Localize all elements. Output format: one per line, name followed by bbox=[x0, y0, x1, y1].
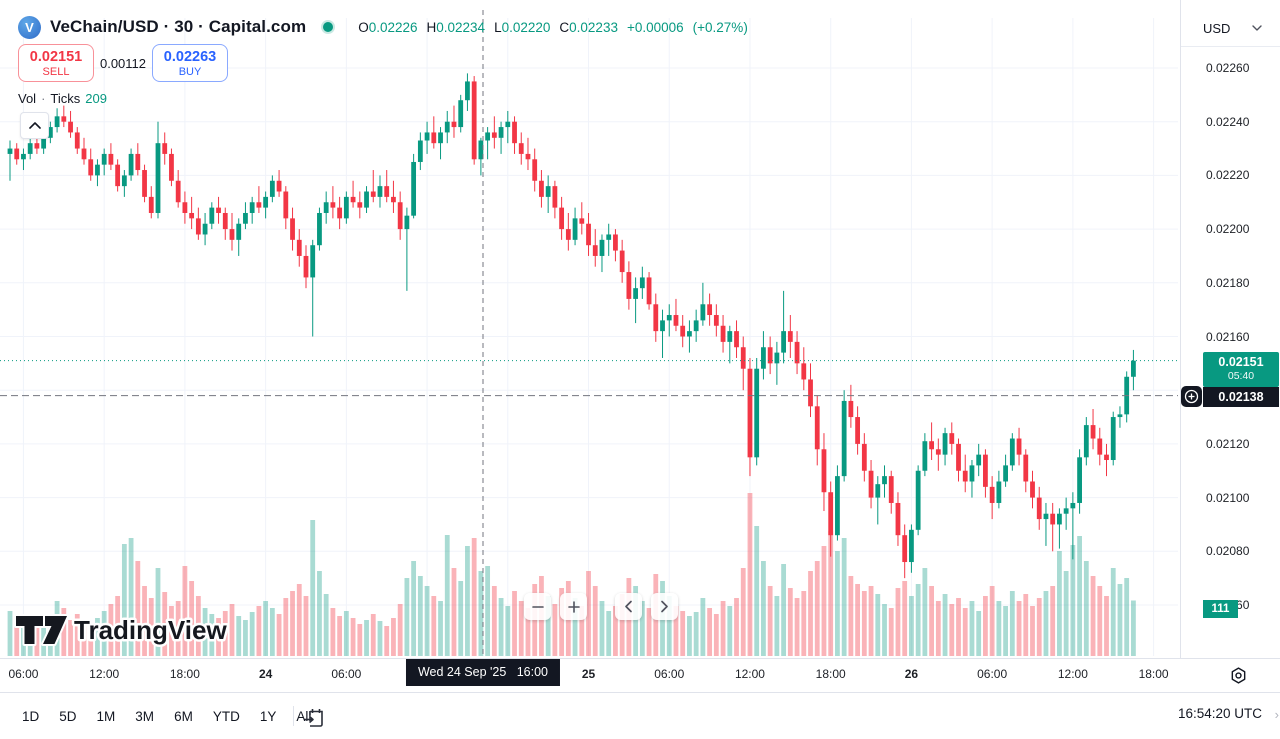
close-label: C bbox=[559, 19, 570, 35]
time-tick-label: 06:00 bbox=[977, 667, 1008, 681]
goto-date-button[interactable] bbox=[300, 703, 327, 730]
range-button-1d[interactable]: 1D bbox=[22, 708, 40, 724]
time-tick-label: 06:00 bbox=[331, 667, 362, 681]
buy-price: 0.02263 bbox=[163, 49, 217, 65]
market-status-icon[interactable] bbox=[323, 22, 334, 32]
time-tick-label: 12:00 bbox=[734, 667, 765, 681]
bar-countdown: 05:40 bbox=[1227, 370, 1255, 382]
plus-icon bbox=[567, 600, 580, 613]
ticks-value: 209 bbox=[85, 91, 107, 106]
current-price-value: 0.02151 bbox=[1218, 355, 1264, 369]
price-tick-label: 0.02180 bbox=[1206, 275, 1250, 290]
volume-legend[interactable]: Vol · Ticks 209 bbox=[18, 91, 107, 106]
buy-label: BUY bbox=[178, 66, 202, 78]
price-tick-label: 0.02220 bbox=[1206, 168, 1250, 183]
range-button-3m[interactable]: 3M bbox=[135, 708, 155, 724]
time-tick-label: 18:00 bbox=[169, 667, 200, 681]
ohlc-readout: O 0.02226 H 0.02234 L 0.02220 C 0.02233 +0.0… bbox=[349, 20, 748, 35]
price-tick-label: 0.02120 bbox=[1206, 436, 1250, 451]
chevron-left-icon bbox=[625, 600, 632, 613]
toolbar-divider bbox=[293, 706, 294, 726]
crosshair-time-label: Wed 24 Sep '25 16:00 bbox=[405, 659, 561, 686]
gear-icon bbox=[1231, 666, 1245, 684]
range-button-6m[interactable]: 6M bbox=[174, 708, 193, 724]
bottom-toolbar: 1D 5D 1M 3M 6M YTD 1Y All 16:54:20 UTC › bbox=[0, 692, 1280, 738]
change-percent: (+0.27%) bbox=[692, 19, 748, 35]
goto-date-icon bbox=[304, 708, 323, 727]
open-value: 0.02226 bbox=[368, 19, 418, 35]
legend-separator: · bbox=[41, 91, 46, 106]
scroll-left-button[interactable] bbox=[615, 593, 642, 620]
chevron-right-icon bbox=[661, 600, 668, 613]
price-tick-label: 0.02100 bbox=[1206, 490, 1250, 505]
low-value: 0.02220 bbox=[501, 19, 551, 35]
price-tick-label: 0.02240 bbox=[1206, 114, 1250, 129]
time-tick-label: 18:00 bbox=[1138, 667, 1169, 681]
time-axis-settings-button[interactable] bbox=[1227, 664, 1249, 686]
currency-dropdown[interactable]: USD bbox=[1203, 16, 1273, 40]
volume-label: Vol bbox=[18, 91, 37, 106]
buy-button[interactable]: 0.02263 BUY bbox=[152, 44, 228, 82]
trade-panel: 0.02151 SELL 0.00112 0.02263 BUY bbox=[18, 44, 228, 82]
chevron-up-icon bbox=[28, 122, 41, 129]
price-tick-label: 0.02260 bbox=[1206, 61, 1250, 75]
range-button-5d[interactable]: 5D bbox=[59, 708, 77, 724]
price-axis[interactable]: USD 0.02260 0.02240 0.02220 0.02200 0.02180 0… bbox=[1180, 0, 1280, 658]
crosshair-price-label: 0.02138 bbox=[1203, 387, 1279, 407]
time-tick-label: 18:00 bbox=[815, 667, 846, 681]
date-range-buttons: 1D 5D 1M 3M 6M YTD 1Y All bbox=[22, 693, 331, 739]
tradingview-watermark[interactable]: TradingView bbox=[12, 608, 257, 650]
zoom-out-button[interactable] bbox=[524, 593, 551, 620]
vechain-logo-icon[interactable]: V bbox=[18, 15, 41, 39]
watermark-text: TradingView bbox=[74, 615, 227, 645]
low-label: L bbox=[494, 19, 502, 35]
sell-button[interactable]: 0.02151 SELL bbox=[18, 44, 94, 82]
time-tick-label: 24 bbox=[258, 667, 273, 681]
open-label: O bbox=[358, 19, 369, 35]
time-axis[interactable]: 06:00 12:00 18:00 24 06:00 25 06:00 12:00 18:00 2… bbox=[0, 658, 1280, 692]
time-tick-label: 25 bbox=[581, 667, 596, 681]
currency-value: USD bbox=[1203, 20, 1231, 36]
time-tick-label: 12:00 bbox=[89, 667, 120, 681]
plus-circle-icon bbox=[1184, 389, 1199, 404]
collapse-panel-button[interactable] bbox=[20, 112, 49, 139]
symbol-title[interactable]: VeChain/USD · 30 · Capital.com bbox=[50, 17, 307, 36]
high-label: H bbox=[426, 19, 437, 35]
grid-lines bbox=[0, 18, 1178, 656]
price-tick-label: 0.02160 bbox=[1206, 329, 1250, 344]
time-tick-label: 26 bbox=[904, 667, 919, 681]
time-tick-label: 06:00 bbox=[8, 667, 39, 681]
sell-label: SELL bbox=[42, 66, 70, 78]
add-alert-plus-button[interactable] bbox=[1181, 386, 1202, 407]
sell-price: 0.02151 bbox=[29, 49, 83, 65]
clock-utc[interactable]: 16:54:20 UTC bbox=[1177, 706, 1262, 721]
volume-axis-label: 111 bbox=[1203, 600, 1238, 618]
zoom-in-button[interactable] bbox=[560, 593, 587, 620]
tradingview-logo-icon bbox=[14, 614, 69, 646]
scroll-right-button[interactable] bbox=[651, 593, 678, 620]
range-button-1m[interactable]: 1M bbox=[96, 708, 116, 724]
axis-divider bbox=[1181, 46, 1280, 47]
chevron-down-icon bbox=[1252, 25, 1263, 31]
range-button-ytd[interactable]: YTD bbox=[212, 708, 240, 724]
time-tick-label: 06:00 bbox=[654, 667, 685, 681]
ticks-label: Ticks bbox=[50, 91, 81, 106]
change-value: +0.00006 bbox=[626, 19, 684, 35]
chart-nav-buttons bbox=[524, 593, 687, 620]
candlestick-series bbox=[7, 73, 1136, 579]
volume-series bbox=[7, 493, 1136, 656]
spread-value: 0.00112 bbox=[99, 55, 147, 71]
panel-expand-chevron-icon[interactable]: › bbox=[1274, 707, 1279, 722]
close-value: 0.02233 bbox=[569, 19, 618, 35]
price-tick-label: 0.02080 bbox=[1206, 544, 1250, 559]
current-price-label: 0.02151 05:40 bbox=[1203, 352, 1279, 387]
range-button-1y[interactable]: 1Y bbox=[259, 708, 277, 724]
price-tick-label: 0.02200 bbox=[1206, 222, 1250, 237]
minus-icon bbox=[531, 605, 544, 608]
symbol-header: V VeChain/USD · 30 · Capital.com O 0.0222… bbox=[18, 13, 748, 41]
high-value: 0.02234 bbox=[436, 19, 486, 35]
time-tick-label: 12:00 bbox=[1057, 667, 1088, 681]
